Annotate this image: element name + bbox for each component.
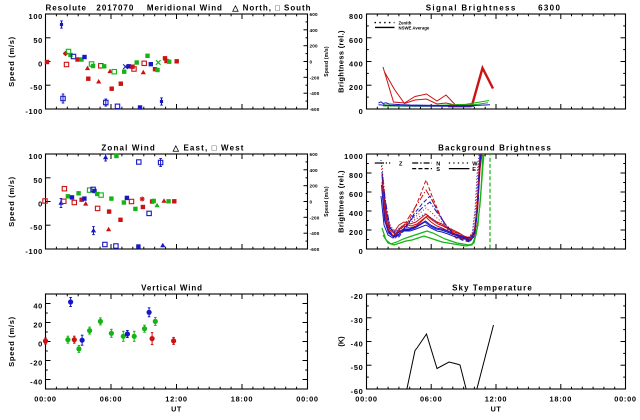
- svg-text:50: 50: [33, 176, 43, 185]
- svg-text:-20: -20: [30, 359, 43, 368]
- svg-text:-60: -60: [351, 387, 364, 396]
- svg-text:Brightness (rel.): Brightness (rel.): [337, 30, 346, 93]
- svg-text:-100: -100: [25, 107, 43, 116]
- svg-text:200: 200: [310, 184, 319, 189]
- svg-text:Speed (m/s): Speed (m/s): [7, 316, 16, 367]
- svg-text:20: 20: [33, 321, 43, 330]
- svg-text:200: 200: [310, 44, 319, 49]
- svg-text:Zonal Wind △ East, □ West: Zonal Wind △ East, □ West: [101, 144, 244, 153]
- svg-text:Speed (m/s): Speed (m/s): [7, 36, 16, 87]
- svg-text:600: 600: [349, 190, 364, 199]
- svg-text:00:00: 00:00: [34, 395, 57, 404]
- svg-text:0: 0: [38, 340, 43, 349]
- svg-text:06:00: 06:00: [420, 395, 443, 404]
- svg-text:200: 200: [349, 228, 364, 237]
- svg-text:(K): (K): [337, 336, 346, 347]
- svg-text:600: 600: [310, 152, 319, 157]
- svg-text:00:00: 00:00: [614, 395, 637, 404]
- svg-text:Background Brightness: Background Brightness: [438, 144, 552, 153]
- svg-text:400: 400: [349, 209, 364, 218]
- svg-text:W: W: [472, 161, 478, 167]
- svg-text:600: 600: [349, 36, 364, 45]
- svg-text:0: 0: [359, 107, 364, 116]
- svg-text:18:00: 18:00: [550, 395, 573, 404]
- svg-text:00:00: 00:00: [355, 395, 378, 404]
- svg-text:400: 400: [310, 28, 319, 33]
- svg-text:00:00: 00:00: [296, 395, 319, 404]
- svg-text:200: 200: [349, 83, 364, 92]
- svg-text:N: N: [436, 161, 440, 167]
- svg-text:100: 100: [29, 152, 44, 161]
- svg-text:-400: -400: [310, 91, 320, 96]
- svg-text:Speed (m/s): Speed (m/s): [7, 176, 16, 227]
- svg-text:-40: -40: [351, 340, 364, 349]
- svg-text:-40: -40: [30, 378, 43, 387]
- svg-text:NSWE Average: NSWE Average: [399, 26, 430, 31]
- svg-text:100: 100: [29, 12, 44, 21]
- svg-text:-50: -50: [351, 363, 364, 372]
- svg-text:UT: UT: [491, 405, 502, 414]
- svg-text:400: 400: [310, 168, 319, 173]
- svg-text:S: S: [436, 167, 440, 173]
- svg-text:Signal Brightness 6300: Signal Brightness 6300: [426, 4, 562, 13]
- svg-text:Zenith: Zenith: [399, 20, 412, 25]
- svg-text:Z: Z: [399, 161, 403, 167]
- svg-text:Resolute 2017070 Meridion: Resolute 2017070 Meridional Wind △ North…: [46, 4, 312, 13]
- svg-text:-50: -50: [30, 83, 43, 92]
- svg-text:1000: 1000: [344, 152, 363, 161]
- svg-text:-200: -200: [310, 215, 320, 220]
- svg-text:Speed (m/s): Speed (m/s): [324, 186, 330, 217]
- svg-text:-50: -50: [30, 223, 43, 232]
- svg-text:Sky Temperature: Sky Temperature: [452, 284, 533, 293]
- svg-text:-200: -200: [310, 75, 320, 80]
- svg-text:-600: -600: [310, 247, 320, 252]
- svg-text:0: 0: [38, 200, 43, 209]
- svg-text:0: 0: [310, 60, 313, 65]
- svg-text:E: E: [472, 167, 476, 173]
- svg-text:-100: -100: [25, 247, 43, 256]
- svg-text:-400: -400: [310, 231, 320, 236]
- svg-text:0: 0: [310, 200, 313, 205]
- svg-text:600: 600: [310, 12, 319, 17]
- svg-text:800: 800: [349, 12, 364, 21]
- svg-text:06:00: 06:00: [100, 395, 123, 404]
- svg-text:Vertical Wind: Vertical Wind: [141, 284, 203, 293]
- svg-text:-20: -20: [351, 292, 364, 301]
- svg-text:0: 0: [359, 247, 364, 256]
- svg-text:400: 400: [349, 60, 364, 69]
- svg-text:-30: -30: [351, 316, 364, 325]
- svg-text:-600: -600: [310, 107, 320, 112]
- svg-text:40: 40: [33, 302, 43, 311]
- svg-text:12:00: 12:00: [165, 395, 188, 404]
- svg-text:800: 800: [349, 171, 364, 180]
- svg-text:18:00: 18:00: [231, 395, 254, 404]
- svg-text:Speed (m/s): Speed (m/s): [324, 46, 330, 77]
- svg-text:Brightness (rel.): Brightness (rel.): [337, 170, 346, 233]
- svg-text:UT: UT: [171, 405, 182, 414]
- svg-text:0: 0: [38, 60, 43, 69]
- svg-text:50: 50: [33, 36, 43, 45]
- svg-text:12:00: 12:00: [485, 395, 508, 404]
